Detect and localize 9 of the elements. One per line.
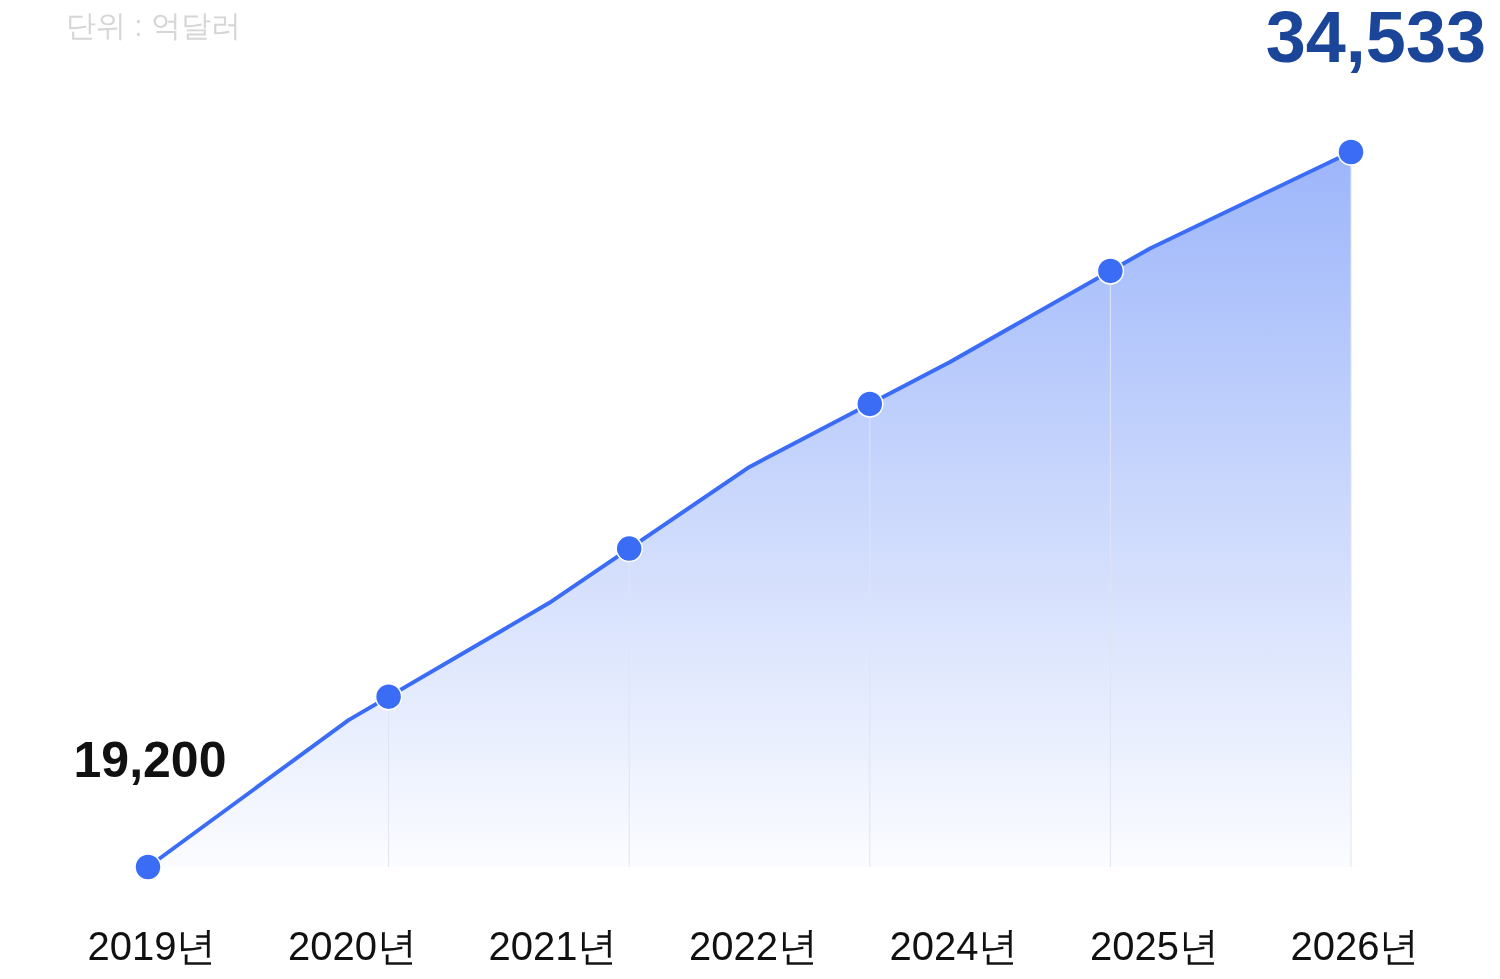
data-label: 19,200 — [73, 732, 227, 788]
x-tick-label: 2019년 — [87, 924, 217, 968]
x-tick-label: 2020년 — [288, 924, 417, 968]
x-tick-label: 2026년 — [1290, 924, 1420, 968]
x-tick-label: 2022년 — [689, 924, 818, 968]
data-label: 34,533 — [1265, 0, 1486, 77]
x-tick-label: 2025년 — [1090, 924, 1219, 968]
x-tick-label: 2021년 — [488, 924, 618, 968]
x-tick-label: 2024년 — [889, 924, 1019, 968]
